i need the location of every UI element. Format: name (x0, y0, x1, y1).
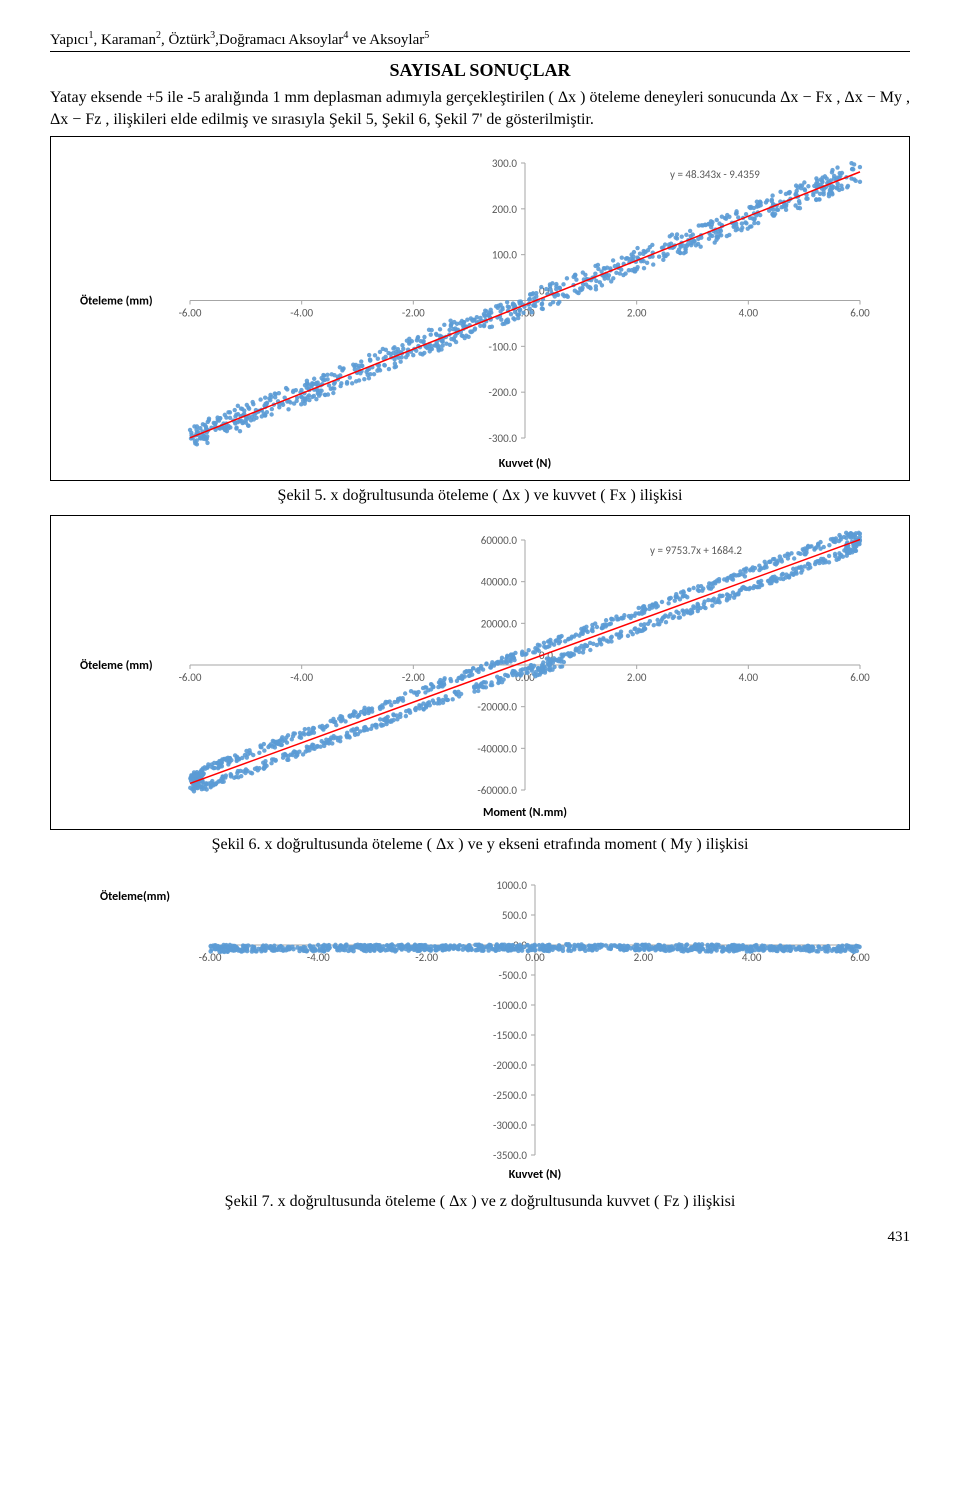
svg-text:-20000.0: -20000.0 (477, 701, 517, 714)
section-title: SAYISAL SONUÇLAR (50, 60, 910, 81)
svg-text:-1500.0: -1500.0 (493, 1029, 527, 1042)
svg-text:y = 48.343x - 9.4359: y = 48.343x - 9.4359 (670, 168, 760, 181)
figure-6-box: -60000.0-40000.0-20000.00.020000.040000.… (50, 515, 910, 830)
svg-text:-3000.0: -3000.0 (493, 1119, 527, 1132)
figure-5-chart: -300.0-200.0-100.00.0100.0200.0300.0-6.0… (59, 143, 901, 473)
authors-line: Yapıcı1, Karaman2, Öztürk3,Doğramacı Aks… (50, 30, 910, 52)
svg-text:60000.0: 60000.0 (481, 534, 518, 547)
svg-text:300.0: 300.0 (492, 157, 518, 170)
svg-text:40000.0: 40000.0 (481, 576, 518, 589)
svg-text:-6.00: -6.00 (179, 307, 202, 320)
figure-6-caption: Şekil 6. x doğrultusunda öteleme ( Δx ) … (50, 836, 910, 854)
svg-text:-60000.0: -60000.0 (477, 784, 517, 797)
svg-text:-2000.0: -2000.0 (493, 1059, 527, 1072)
svg-text:-200.0: -200.0 (489, 386, 518, 399)
svg-text:-40000.0: -40000.0 (477, 743, 517, 756)
svg-text:-300.0: -300.0 (489, 432, 518, 445)
figure-6-chart: -60000.0-40000.0-20000.00.020000.040000.… (59, 522, 901, 822)
svg-text:-6.00: -6.00 (179, 671, 202, 684)
author-5: Aksoylar (369, 32, 424, 48)
svg-text:-3500.0: -3500.0 (493, 1149, 527, 1162)
author-3: Öztürk (168, 32, 210, 48)
svg-text:100.0: 100.0 (492, 249, 518, 262)
svg-text:Kuvvet (N): Kuvvet (N) (509, 1168, 561, 1180)
author-1: Yapıcı (50, 32, 88, 48)
figure-7-caption: Şekil 7. x doğrultusunda öteleme ( Δx ) … (50, 1193, 910, 1211)
figure-5-caption: Şekil 5. x doğrultusunda öteleme ( Δx ) … (50, 487, 910, 505)
svg-text:2.00: 2.00 (634, 951, 654, 964)
intro-paragraph: Yatay eksende +5 ile -5 aralığında 1 mm … (50, 87, 910, 130)
svg-text:-1000.0: -1000.0 (493, 999, 527, 1012)
svg-text:Kuvvet (N): Kuvvet (N) (499, 457, 551, 471)
svg-text:Öteleme (mm): Öteleme (mm) (80, 659, 153, 673)
svg-text:2.00: 2.00 (627, 307, 647, 320)
svg-text:6.00: 6.00 (850, 671, 870, 684)
svg-text:y = 9753.7x + 1684.2: y = 9753.7x + 1684.2 (650, 544, 742, 557)
svg-text:-100.0: -100.0 (489, 341, 518, 354)
figure-7-chart: -3500.0 -3000.0 -2500.0 -2000.0 -1500.0 -1000… (58, 870, 902, 1180)
svg-text:-4.00: -4.00 (290, 307, 313, 320)
svg-text:-2.00: -2.00 (402, 671, 425, 684)
svg-text:200.0: 200.0 (492, 203, 518, 216)
svg-text:-2500.0: -2500.0 (493, 1089, 527, 1102)
figure-7-box: -3500.0 -3000.0 -2500.0 -2000.0 -1500.0 -1000… (50, 864, 910, 1187)
svg-text:Öteleme (mm): Öteleme (mm) (80, 295, 153, 309)
author-2: Karaman (101, 32, 156, 48)
svg-text:Moment (N.mm): Moment (N.mm) (483, 806, 567, 820)
svg-text:2.00: 2.00 (627, 671, 647, 684)
svg-text:20000.0: 20000.0 (481, 618, 518, 631)
svg-text:-500.0: -500.0 (499, 969, 528, 982)
svg-text:500.0: 500.0 (502, 909, 528, 922)
figure-5-box: -300.0-200.0-100.00.0100.0200.0300.0-6.0… (50, 136, 910, 481)
author-4: Doğramacı Aksoylar (219, 32, 344, 48)
svg-text:4.00: 4.00 (739, 671, 759, 684)
svg-text:-4.00: -4.00 (290, 671, 313, 684)
svg-text:4.00: 4.00 (739, 307, 759, 320)
page-number: 431 (50, 1229, 910, 1246)
svg-text:1000.0: 1000.0 (496, 879, 527, 892)
svg-text:Öteleme(mm): Öteleme(mm) (100, 890, 170, 904)
svg-text:-4.00: -4.00 (307, 951, 330, 964)
svg-text:6.00: 6.00 (850, 307, 870, 320)
svg-text:-2.00: -2.00 (402, 307, 425, 320)
